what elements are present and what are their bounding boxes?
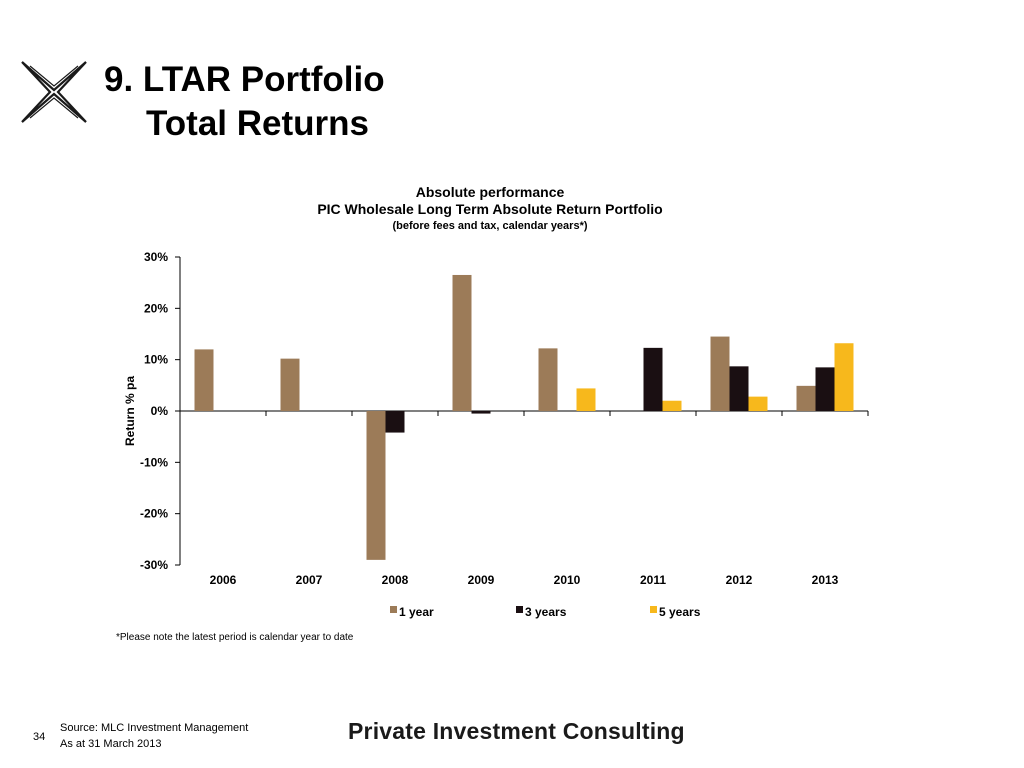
source-line2: As at 31 March 2013 xyxy=(60,738,162,750)
bar-5-years xyxy=(834,343,854,411)
y-tick-label: 0% xyxy=(151,404,169,418)
bar-1-year xyxy=(194,349,214,411)
bar-1-year xyxy=(710,336,730,411)
bar-3-years xyxy=(729,366,749,411)
slide-title-line1: 9. LTAR Portfolio xyxy=(104,60,385,99)
legend-swatch xyxy=(390,606,397,613)
slide-title-line2: Total Returns xyxy=(146,104,369,143)
brand-logo-text: Private Investment Consulting xyxy=(348,718,685,744)
bar-3-years xyxy=(815,367,835,411)
y-tick-label: 20% xyxy=(144,301,168,315)
legend-label: 5 years xyxy=(659,605,701,619)
bar-1-year xyxy=(796,385,816,411)
chart-footnote: *Please note the latest period is calend… xyxy=(116,632,354,643)
y-tick-label: -10% xyxy=(140,455,168,469)
source-line1: Source: MLC Investment Management xyxy=(60,722,249,734)
legend-swatch xyxy=(516,606,523,613)
y-tick-label: 10% xyxy=(144,353,168,367)
bar-5-years xyxy=(576,388,596,411)
x-tick-label: 2007 xyxy=(296,573,323,587)
x-tick-label: 2010 xyxy=(554,573,581,587)
legend-swatch xyxy=(650,606,657,613)
page-number: 34 xyxy=(33,731,46,743)
chart-subtitle-line2: (before fees and tax, calendar years*) xyxy=(392,220,588,232)
bar-1-year xyxy=(366,411,386,560)
y-tick-label: 30% xyxy=(144,250,168,264)
source-note: Source: MLC Investment Management As at … xyxy=(60,720,248,752)
legend-label: 3 years xyxy=(525,605,567,619)
chart-title-block: Absolute performance PIC Wholesale Long … xyxy=(240,184,740,235)
x-tick-label: 2009 xyxy=(468,573,495,587)
bar-1-year xyxy=(280,358,300,411)
bar-3-years xyxy=(643,347,663,411)
bar-1-year xyxy=(452,274,472,411)
x-tick-label: 2012 xyxy=(726,573,753,587)
bar-3-years xyxy=(471,411,491,414)
slide-title: 9. LTAR Portfolio Total Returns xyxy=(104,58,385,146)
x-tick-label: 2011 xyxy=(640,573,666,587)
chart-title: Absolute performance xyxy=(415,184,565,200)
bar-5-years xyxy=(662,400,682,411)
y-tick-label: -20% xyxy=(140,507,168,521)
x-tick-label: 2013 xyxy=(812,573,839,587)
y-tick-label: -30% xyxy=(140,558,168,572)
bar-1-year xyxy=(538,348,558,411)
y-axis-label: Return % pa xyxy=(123,376,137,446)
chart-subtitle-line1: PIC Wholesale Long Term Absolute Return … xyxy=(317,201,663,217)
legend-label: 1 year xyxy=(399,605,434,619)
x-logo-icon xyxy=(21,61,87,123)
x-tick-label: 2006 xyxy=(210,573,237,587)
x-tick-label: 2008 xyxy=(382,573,409,587)
bar-3-years xyxy=(385,411,405,433)
bar-5-years xyxy=(748,396,768,411)
